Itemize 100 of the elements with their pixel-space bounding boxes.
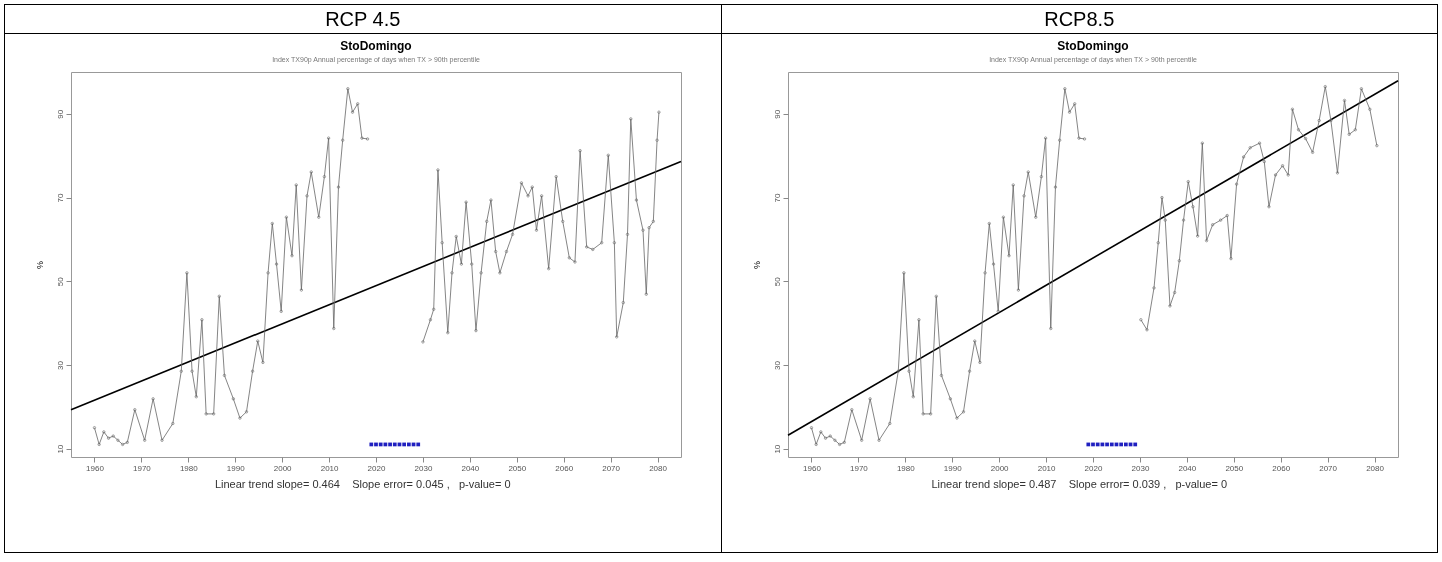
point [1053, 185, 1057, 189]
point [828, 434, 832, 438]
x-tick-label: 2060 [555, 463, 574, 473]
point [479, 271, 483, 275]
x-tick-label: 2080 [1365, 463, 1384, 473]
point [1006, 254, 1011, 258]
point [179, 369, 183, 373]
point [634, 198, 638, 202]
point [526, 194, 530, 198]
point [440, 241, 444, 245]
point [1353, 128, 1357, 132]
point [436, 168, 440, 172]
point [151, 397, 155, 401]
point [511, 232, 515, 236]
chart-title: RCP8.5 [721, 4, 1438, 34]
point [279, 309, 283, 313]
point [446, 331, 450, 335]
point [567, 256, 571, 260]
point [341, 138, 345, 142]
point [1167, 304, 1171, 308]
point [859, 438, 863, 442]
x-tick-label: 1970 [849, 463, 868, 473]
point [1163, 218, 1167, 222]
point [1011, 183, 1015, 187]
point [294, 183, 298, 187]
point [612, 241, 616, 245]
point [1033, 215, 1037, 219]
point [977, 360, 981, 364]
x-tick-label: 2010 [1037, 463, 1056, 473]
point [1022, 194, 1026, 198]
point [212, 412, 216, 416]
point [356, 102, 360, 106]
point [823, 436, 827, 440]
x-tick-label: 2020 [367, 463, 386, 473]
point [928, 412, 932, 416]
point [1218, 218, 1222, 222]
point [1262, 160, 1266, 164]
x-tick-label: 1990 [943, 463, 962, 473]
point [1347, 132, 1351, 136]
y-tick-label: 30 [55, 360, 65, 370]
point [489, 198, 493, 202]
point [911, 395, 915, 399]
x-tick-label: 2030 [414, 463, 433, 473]
point [1323, 85, 1327, 89]
point [470, 262, 474, 266]
point [1273, 173, 1277, 177]
point [261, 360, 265, 364]
x-tick-label: 1960 [86, 463, 105, 473]
point [309, 170, 313, 174]
point [251, 369, 255, 373]
x-tick-label: 2070 [1318, 463, 1338, 473]
point [1172, 291, 1176, 295]
point [275, 262, 279, 266]
point [217, 294, 221, 298]
point [615, 335, 619, 339]
point [290, 254, 294, 258]
point [111, 434, 115, 438]
point [204, 412, 208, 416]
x-tick-label: 2010 [320, 463, 340, 473]
point [1181, 218, 1185, 222]
point [1210, 223, 1214, 227]
x-tick-label: 2050 [508, 463, 527, 473]
point [1159, 196, 1163, 200]
point [231, 397, 235, 401]
point [284, 215, 288, 219]
point [97, 442, 101, 446]
point [887, 422, 891, 426]
point [1072, 102, 1076, 106]
point [996, 309, 1000, 313]
y-tick-label: 70 [772, 193, 781, 203]
point [1310, 150, 1314, 154]
point [983, 271, 987, 275]
point [606, 153, 610, 157]
point [346, 87, 350, 91]
point [1342, 98, 1346, 102]
point [1204, 239, 1208, 243]
point [222, 373, 226, 377]
point [967, 369, 971, 373]
point [194, 395, 198, 399]
point [1359, 87, 1363, 91]
point [814, 442, 818, 446]
point [185, 271, 189, 275]
point [299, 288, 303, 292]
point [270, 221, 274, 226]
point [1026, 170, 1030, 174]
point [1290, 107, 1294, 111]
point [360, 136, 364, 140]
x-tick-label: 2080 [649, 463, 668, 473]
point [849, 408, 853, 412]
point [504, 250, 508, 254]
point [498, 271, 502, 275]
point [578, 149, 582, 153]
point [921, 412, 925, 416]
chart-title: RCP 4.5 [4, 4, 721, 34]
point [256, 339, 260, 343]
point [1367, 107, 1371, 111]
point [1076, 136, 1080, 140]
point [190, 369, 194, 373]
x-tick-label: 2040 [1177, 463, 1197, 473]
point [133, 408, 137, 412]
